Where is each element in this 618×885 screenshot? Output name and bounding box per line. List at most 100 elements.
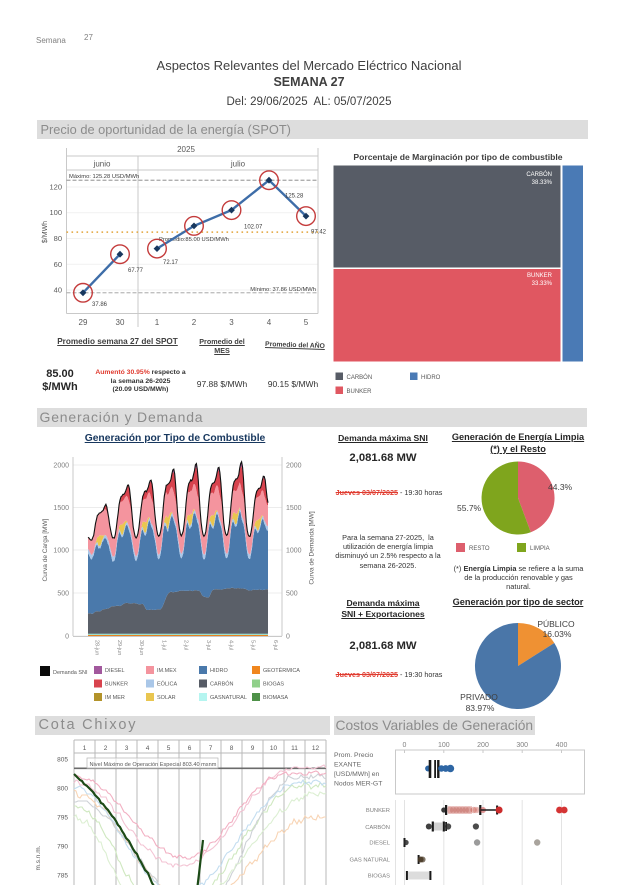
svg-text:CARBÓN: CARBÓN bbox=[526, 171, 552, 178]
svg-text:BUNKER: BUNKER bbox=[527, 273, 553, 279]
svg-text:BUNKER: BUNKER bbox=[366, 808, 390, 814]
svg-text:1000: 1000 bbox=[286, 548, 302, 555]
svg-text:junio: junio bbox=[93, 160, 111, 169]
svg-text:29-jun: 29-jun bbox=[116, 640, 122, 655]
svg-text:2025: 2025 bbox=[177, 145, 195, 154]
svg-text:Curva de Demanda [MW]: Curva de Demanda [MW] bbox=[309, 511, 316, 585]
svg-text:1: 1 bbox=[83, 745, 87, 752]
svg-text:4-jul: 4-jul bbox=[227, 640, 233, 650]
svg-text:97.42: 97.42 bbox=[311, 230, 327, 236]
svg-text:500: 500 bbox=[57, 591, 69, 598]
svg-text:Prom. Precio: Prom. Precio bbox=[334, 752, 374, 759]
svg-text:Promedio:85.00 USD/MWh: Promedio:85.00 USD/MWh bbox=[159, 237, 229, 243]
svg-text:44.3%: 44.3% bbox=[548, 482, 573, 492]
svg-text:33.33%: 33.33% bbox=[532, 281, 553, 287]
svg-text:GAS NATURAL: GAS NATURAL bbox=[350, 858, 391, 864]
svg-text:Curva de Carga [MW]: Curva de Carga [MW] bbox=[42, 518, 49, 581]
svg-text:HIDRO: HIDRO bbox=[421, 375, 441, 381]
svg-text:2000: 2000 bbox=[53, 463, 69, 470]
svg-text:Demanda SNI: Demanda SNI bbox=[53, 670, 88, 676]
svg-text:83.97%: 83.97% bbox=[466, 703, 495, 713]
svg-text:2: 2 bbox=[104, 745, 108, 752]
svg-text:BUNKER: BUNKER bbox=[347, 389, 373, 395]
svg-text:$/MWh: $/MWh bbox=[42, 221, 49, 243]
svg-text:60: 60 bbox=[54, 260, 62, 269]
svg-text:HIDRO: HIDRO bbox=[210, 668, 228, 674]
svg-text:30-jun: 30-jun bbox=[138, 640, 144, 655]
svg-text:GASNATURAL: GASNATURAL bbox=[210, 695, 247, 701]
svg-text:200: 200 bbox=[477, 742, 489, 749]
svg-text:Mínimo: 37.86 USD/MWh: Mínimo: 37.86 USD/MWh bbox=[250, 287, 316, 293]
svg-text:1500: 1500 bbox=[286, 505, 302, 512]
svg-text:12: 12 bbox=[312, 745, 320, 752]
svg-text:Máximo: 125.28 USD/MWh: Máximo: 125.28 USD/MWh bbox=[69, 174, 139, 180]
svg-text:RESTO: RESTO bbox=[469, 546, 490, 552]
svg-text:785: 785 bbox=[57, 873, 68, 880]
svg-text:400: 400 bbox=[556, 742, 568, 749]
svg-text:0: 0 bbox=[286, 634, 290, 641]
svg-text:72.17: 72.17 bbox=[163, 260, 179, 266]
svg-text:40: 40 bbox=[54, 286, 62, 295]
svg-text:29: 29 bbox=[79, 318, 88, 327]
svg-text:1000: 1000 bbox=[53, 548, 69, 555]
svg-text:Porcentaje de Marginación por: Porcentaje de Marginación por tipo de co… bbox=[353, 152, 562, 162]
svg-text:9: 9 bbox=[251, 745, 255, 752]
svg-text:Nodos MER-GT: Nodos MER-GT bbox=[334, 781, 382, 788]
svg-text:800: 800 bbox=[57, 786, 68, 793]
svg-text:8: 8 bbox=[230, 745, 234, 752]
svg-text:5-jul: 5-jul bbox=[250, 640, 256, 650]
svg-text:0: 0 bbox=[65, 634, 69, 641]
svg-text:[USD/MWh] en: [USD/MWh] en bbox=[334, 771, 380, 778]
svg-text:30: 30 bbox=[116, 318, 125, 327]
svg-text:6: 6 bbox=[188, 745, 192, 752]
svg-text:GEOTÉRMICA: GEOTÉRMICA bbox=[263, 667, 300, 674]
svg-text:500: 500 bbox=[286, 591, 298, 598]
svg-text:BUNKER: BUNKER bbox=[105, 682, 128, 688]
svg-text:1-jul: 1-jul bbox=[160, 640, 166, 650]
svg-text:1500: 1500 bbox=[53, 505, 69, 512]
svg-text:80: 80 bbox=[54, 234, 62, 243]
svg-text:PRIVADO: PRIVADO bbox=[460, 692, 498, 702]
svg-text:DIESEL: DIESEL bbox=[105, 668, 125, 674]
svg-text:790: 790 bbox=[57, 844, 68, 851]
svg-text:120: 120 bbox=[49, 183, 62, 192]
svg-text:38.33%: 38.33% bbox=[532, 180, 553, 186]
svg-text:1: 1 bbox=[155, 318, 160, 327]
svg-text:BIOGAS: BIOGAS bbox=[368, 874, 390, 880]
svg-text:IM.MEX: IM.MEX bbox=[157, 668, 177, 674]
svg-text:EXANTE: EXANTE bbox=[334, 762, 362, 769]
svg-text:5: 5 bbox=[304, 318, 309, 327]
svg-text:5: 5 bbox=[167, 745, 171, 752]
svg-text:BIOGAS: BIOGAS bbox=[263, 682, 284, 688]
svg-text:EÓLICA: EÓLICA bbox=[157, 681, 178, 688]
svg-text:28-jun: 28-jun bbox=[94, 640, 100, 655]
svg-text:3: 3 bbox=[125, 745, 129, 752]
svg-text:16.03%: 16.03% bbox=[543, 629, 572, 639]
svg-text:SOLAR: SOLAR bbox=[157, 695, 176, 701]
svg-text:10: 10 bbox=[270, 745, 278, 752]
svg-text:Nivel Máximo de Operación Espe: Nivel Máximo de Operación Especial 803.4… bbox=[90, 762, 217, 768]
svg-text:7: 7 bbox=[209, 745, 213, 752]
svg-text:LIMPIA: LIMPIA bbox=[530, 546, 550, 552]
svg-text:3: 3 bbox=[229, 318, 234, 327]
svg-text:julio: julio bbox=[230, 160, 246, 169]
svg-text:PÚBLICO: PÚBLICO bbox=[537, 619, 575, 629]
svg-text:2: 2 bbox=[192, 318, 197, 327]
svg-text:DIESEL: DIESEL bbox=[369, 841, 390, 847]
svg-text:m.s.n.m.: m.s.n.m. bbox=[35, 845, 42, 870]
svg-text:BIOMASA: BIOMASA bbox=[263, 695, 288, 701]
svg-text:CARBÓN: CARBÓN bbox=[365, 824, 390, 831]
svg-text:3-jul: 3-jul bbox=[205, 640, 211, 650]
svg-text:CARBÓN: CARBÓN bbox=[347, 374, 373, 381]
svg-text:795: 795 bbox=[57, 815, 68, 822]
svg-text:300: 300 bbox=[516, 742, 528, 749]
svg-text:805: 805 bbox=[57, 757, 68, 764]
svg-text:2000: 2000 bbox=[286, 463, 302, 470]
svg-text:100: 100 bbox=[49, 208, 62, 217]
svg-text:4: 4 bbox=[146, 745, 150, 752]
svg-text:102.07: 102.07 bbox=[244, 225, 263, 231]
svg-text:0: 0 bbox=[403, 742, 407, 749]
svg-text:100: 100 bbox=[438, 742, 450, 749]
svg-text:CARBÓN: CARBÓN bbox=[210, 681, 234, 688]
svg-text:6-jul: 6-jul bbox=[272, 640, 278, 650]
